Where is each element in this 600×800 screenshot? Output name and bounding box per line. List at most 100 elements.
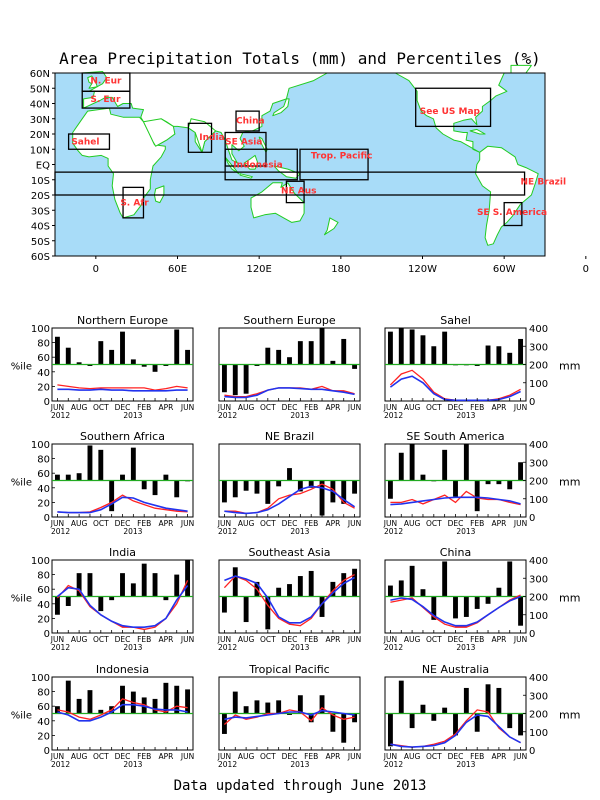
x-year-label: 2012 xyxy=(51,527,70,536)
x-month-label: JUN xyxy=(50,403,64,412)
x-year-label: 2013 xyxy=(290,411,309,420)
pct-bar xyxy=(507,480,513,490)
lat-label: 10N xyxy=(30,145,50,156)
right-tick-label: 100 xyxy=(529,379,548,390)
region-box xyxy=(224,148,298,181)
left-tick-label: 80 xyxy=(37,688,50,699)
x-month-label: DEC xyxy=(282,519,298,528)
right-tick-label: 100 xyxy=(529,611,548,622)
x-year-label: 2013 xyxy=(290,527,309,536)
x-month-label: APR xyxy=(491,752,506,761)
right-axis-label: mm xyxy=(559,360,580,373)
region-label: NE Aus xyxy=(281,186,317,196)
right-axis-label: mm xyxy=(559,709,580,722)
x-month-label: JUN xyxy=(217,519,231,528)
land-japan xyxy=(272,98,290,117)
pct-bar xyxy=(76,473,82,481)
pct-bar xyxy=(65,474,71,481)
region-label: S. Eur xyxy=(90,95,121,105)
pct-bar xyxy=(287,584,292,597)
pct-bar xyxy=(330,581,336,597)
x-month-label: APR xyxy=(491,519,506,528)
pct-bar xyxy=(442,449,448,481)
left-axis-label: %ile xyxy=(11,711,32,722)
pct-bar xyxy=(319,328,325,365)
pct-bar xyxy=(387,713,393,747)
region-label: N. Eur xyxy=(90,77,122,87)
pct-bar xyxy=(297,695,303,714)
region-box xyxy=(285,180,305,204)
pct-bar xyxy=(420,589,426,597)
x-month-label: OCT xyxy=(260,403,276,412)
pct-bar xyxy=(232,364,238,396)
percentile-line xyxy=(223,574,355,627)
left-tick-label: 40 xyxy=(37,484,50,495)
x-month-label: APR xyxy=(325,635,340,644)
pct-bar xyxy=(141,563,147,597)
x-month-label: JUN xyxy=(383,519,397,528)
pct-bar xyxy=(431,346,437,365)
x-month-label: JUN xyxy=(347,403,361,412)
pct-bar xyxy=(276,349,282,365)
pct-bar xyxy=(76,573,82,597)
x-month-label: AUG xyxy=(71,519,88,528)
pct-bar xyxy=(54,596,60,615)
x-month-label: JUN xyxy=(383,403,397,412)
land-arabia-fill xyxy=(143,118,176,147)
x-month-label: FEB xyxy=(304,752,318,761)
pct-bar xyxy=(243,480,249,491)
x-month-label: JUN xyxy=(180,752,194,761)
x-month-label: APR xyxy=(158,403,173,412)
left-tick-label: 60 xyxy=(37,702,50,713)
pct-bar xyxy=(496,346,502,365)
x-month-label: AUG xyxy=(71,752,88,761)
pct-bar xyxy=(54,336,60,365)
x-year-label: 2012 xyxy=(218,527,237,536)
x-month-label: AUG xyxy=(71,635,88,644)
pct-bar xyxy=(352,480,358,494)
x-month-label: OCT xyxy=(260,635,276,644)
lon-label: 60W xyxy=(493,264,516,275)
pct-bar xyxy=(174,329,180,365)
footer-note: Data updated through June 2013 xyxy=(174,778,427,794)
mm-line xyxy=(224,485,356,515)
pct-bar xyxy=(518,713,524,736)
panel-title: Northern Europe xyxy=(77,314,168,327)
pct-bar xyxy=(398,328,404,365)
lon-label: 60E xyxy=(168,264,187,275)
left-tick-label: 60 xyxy=(37,353,50,364)
pct-bar xyxy=(152,573,158,597)
right-tick-label: 400 xyxy=(529,673,548,684)
x-month-label: FEB xyxy=(304,403,318,412)
percentile-line xyxy=(57,698,188,720)
pct-bar xyxy=(474,480,480,512)
pct-bar xyxy=(76,362,82,365)
pct-bar xyxy=(308,480,314,488)
lat-label: 30N xyxy=(30,115,50,126)
pct-bar xyxy=(120,573,125,597)
percentile-line xyxy=(57,384,188,391)
pct-bar xyxy=(453,713,458,736)
x-month-label: AUG xyxy=(404,403,421,412)
x-month-label: APR xyxy=(491,635,506,644)
pct-bar xyxy=(485,596,491,604)
x-month-label: OCT xyxy=(93,752,109,761)
pct-bar xyxy=(243,706,249,714)
pct-bar xyxy=(297,341,303,365)
lon-label: 0 xyxy=(93,264,99,275)
pct-bar xyxy=(297,480,303,492)
pct-bar xyxy=(387,585,393,597)
x-year-label: 2012 xyxy=(218,643,237,652)
right-tick-label: 200 xyxy=(529,477,548,488)
pct-bar xyxy=(254,480,260,494)
pct-bar xyxy=(420,474,426,481)
land-indonesia2 xyxy=(239,173,253,179)
pct-bar xyxy=(341,480,347,504)
x-month-label: DEC xyxy=(115,519,131,528)
x-month-label: OCT xyxy=(426,752,442,761)
region-label: Sahel xyxy=(71,138,99,148)
left-tick-label: 40 xyxy=(37,600,50,611)
lat-label: 10S xyxy=(31,176,50,187)
map-lat-axis: 60N 50N 40N 30N 20N 10N EQ 10S 20S 30S 40S 50S 60S xyxy=(30,69,55,263)
